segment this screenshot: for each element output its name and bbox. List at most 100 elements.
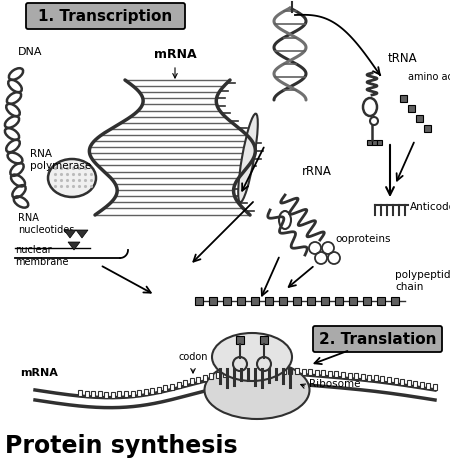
Bar bbox=[424, 125, 431, 132]
Bar bbox=[407, 380, 411, 386]
Bar bbox=[433, 384, 437, 390]
Bar bbox=[308, 369, 312, 375]
Bar bbox=[265, 297, 273, 305]
Polygon shape bbox=[64, 230, 76, 238]
Bar bbox=[91, 391, 95, 397]
Bar bbox=[427, 383, 431, 389]
Bar bbox=[394, 378, 397, 384]
Bar bbox=[170, 383, 174, 389]
Text: nuclear
membrane: nuclear membrane bbox=[15, 245, 68, 267]
Bar bbox=[262, 367, 266, 373]
FancyBboxPatch shape bbox=[313, 326, 442, 352]
Text: polypeptide
chain: polypeptide chain bbox=[395, 270, 450, 292]
Bar bbox=[408, 105, 415, 112]
Bar bbox=[307, 297, 315, 305]
Bar bbox=[260, 336, 268, 344]
Bar bbox=[315, 370, 319, 376]
Bar bbox=[302, 369, 306, 375]
Text: RNA
nucleotides: RNA nucleotides bbox=[18, 213, 74, 235]
Bar bbox=[349, 297, 357, 305]
Bar bbox=[216, 372, 220, 378]
Text: DNA: DNA bbox=[18, 47, 42, 57]
Bar bbox=[249, 368, 253, 374]
Ellipse shape bbox=[48, 159, 96, 197]
Bar bbox=[243, 368, 246, 374]
Bar bbox=[78, 390, 82, 396]
Bar bbox=[295, 368, 299, 374]
Ellipse shape bbox=[204, 361, 310, 419]
Bar bbox=[413, 381, 417, 387]
Bar bbox=[163, 385, 167, 391]
Bar bbox=[85, 390, 89, 396]
Bar bbox=[176, 382, 180, 388]
Bar bbox=[104, 392, 108, 398]
Bar bbox=[237, 297, 245, 305]
Bar bbox=[321, 297, 329, 305]
Text: mRNA: mRNA bbox=[20, 368, 58, 378]
Bar bbox=[354, 373, 358, 379]
Bar bbox=[341, 372, 345, 378]
FancyBboxPatch shape bbox=[26, 3, 185, 29]
Bar bbox=[372, 140, 377, 145]
Text: RNA
polymerase: RNA polymerase bbox=[30, 149, 91, 171]
Bar bbox=[229, 370, 233, 376]
Bar bbox=[236, 369, 240, 375]
Bar bbox=[288, 368, 292, 374]
Text: codon: codon bbox=[178, 352, 208, 362]
Bar bbox=[363, 297, 371, 305]
Bar bbox=[367, 375, 371, 381]
Bar bbox=[275, 367, 279, 373]
Bar bbox=[377, 140, 382, 145]
Bar bbox=[124, 391, 128, 397]
Bar bbox=[416, 115, 423, 122]
Bar bbox=[347, 372, 351, 378]
Bar bbox=[335, 297, 343, 305]
Bar bbox=[400, 379, 404, 385]
Bar bbox=[203, 375, 207, 381]
Bar bbox=[374, 375, 378, 381]
Bar bbox=[196, 377, 200, 383]
Bar bbox=[130, 390, 135, 396]
Polygon shape bbox=[68, 242, 80, 250]
Bar bbox=[279, 297, 287, 305]
Text: Anticodon: Anticodon bbox=[410, 202, 450, 212]
Bar bbox=[251, 297, 259, 305]
Bar bbox=[150, 388, 154, 394]
Bar bbox=[328, 371, 332, 377]
Text: Ribosome: Ribosome bbox=[309, 379, 360, 389]
Text: Protein synthesis: Protein synthesis bbox=[5, 434, 238, 458]
Bar bbox=[190, 378, 194, 384]
Text: tRNA: tRNA bbox=[388, 52, 418, 65]
Bar bbox=[293, 297, 301, 305]
Text: amino acids: amino acids bbox=[408, 72, 450, 82]
Bar bbox=[387, 377, 391, 383]
Bar bbox=[223, 371, 227, 377]
Bar bbox=[137, 390, 141, 396]
Polygon shape bbox=[76, 230, 88, 238]
Bar bbox=[256, 367, 260, 373]
Text: mRNA: mRNA bbox=[154, 48, 196, 61]
Bar bbox=[321, 370, 325, 376]
Bar bbox=[157, 387, 161, 393]
Bar bbox=[282, 367, 286, 373]
Text: 2. Translation: 2. Translation bbox=[319, 333, 437, 347]
Bar bbox=[111, 392, 115, 398]
Bar bbox=[98, 391, 102, 397]
Ellipse shape bbox=[238, 114, 258, 202]
Bar bbox=[269, 367, 273, 373]
Bar bbox=[334, 371, 338, 377]
Bar bbox=[236, 336, 244, 344]
Bar bbox=[209, 297, 217, 305]
Bar bbox=[367, 140, 372, 145]
Text: 1. Transcription: 1. Transcription bbox=[38, 10, 172, 24]
Bar bbox=[377, 297, 385, 305]
Ellipse shape bbox=[212, 333, 292, 381]
Text: rRNA: rRNA bbox=[302, 165, 332, 178]
Bar bbox=[195, 297, 203, 305]
Bar bbox=[144, 389, 148, 395]
Bar bbox=[183, 380, 187, 386]
Bar bbox=[420, 382, 424, 388]
Bar bbox=[391, 297, 399, 305]
Bar bbox=[223, 297, 231, 305]
Bar bbox=[380, 376, 384, 382]
